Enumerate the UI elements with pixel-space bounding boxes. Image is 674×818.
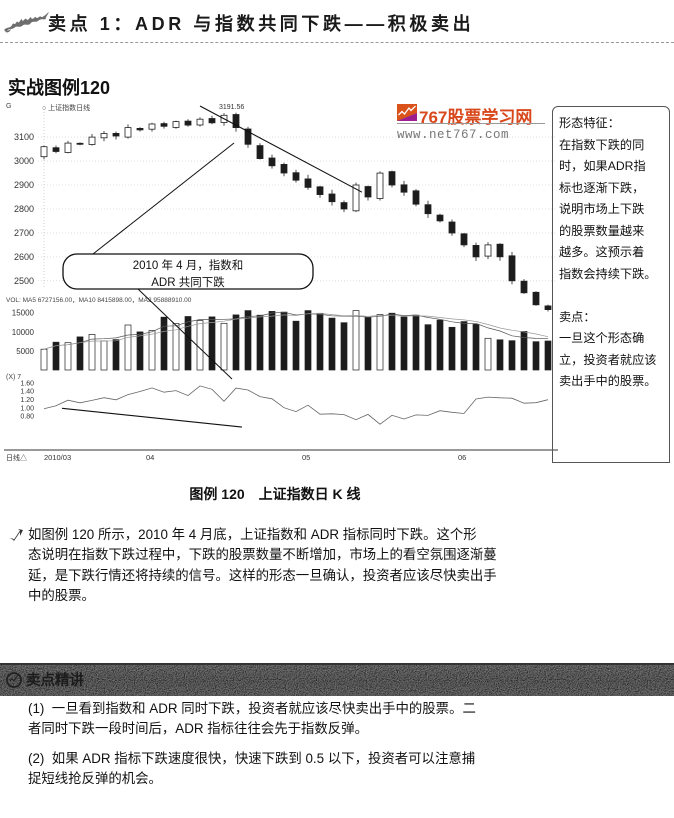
svg-text:ADR 共同下跌: ADR 共同下跌 <box>151 275 225 289</box>
svg-text:2500: 2500 <box>14 276 34 286</box>
svg-text:3191.56: 3191.56 <box>219 104 244 111</box>
svg-text:日线△: 日线△ <box>6 453 27 462</box>
svg-text:2800: 2800 <box>14 204 34 214</box>
svg-text:3000: 3000 <box>14 156 34 166</box>
svg-text:卖点精讲: 卖点精讲 <box>26 671 84 689</box>
svg-text:06: 06 <box>458 453 466 462</box>
svg-text:5000: 5000 <box>16 347 34 356</box>
svg-text:2600: 2600 <box>14 252 34 262</box>
svg-text:2700: 2700 <box>14 228 34 238</box>
svg-text:2900: 2900 <box>14 180 34 190</box>
svg-text:0.80: 0.80 <box>20 414 34 421</box>
svg-text:15000: 15000 <box>12 309 35 318</box>
svg-text:VOL: MA5 6727156.00，MA10 84158: VOL: MA5 6727156.00，MA10 8415898.00，MA2 … <box>6 297 192 304</box>
svg-text:04: 04 <box>146 453 154 462</box>
svg-text:1.40: 1.40 <box>20 389 34 396</box>
svg-text:G: G <box>6 103 11 110</box>
svg-text:1.00: 1.00 <box>20 405 34 412</box>
svg-text:1.20: 1.20 <box>20 397 34 404</box>
svg-text:1.60: 1.60 <box>20 380 34 387</box>
svg-text:2010/03: 2010/03 <box>44 453 71 462</box>
svg-text:3100: 3100 <box>14 132 34 142</box>
svg-text:(X) 7: (X) 7 <box>6 374 21 381</box>
svg-text:○ 上证指数日线: ○ 上证指数日线 <box>42 103 90 112</box>
svg-text:2010 年 4 月，指数和: 2010 年 4 月，指数和 <box>133 258 244 272</box>
svg-text:05: 05 <box>302 453 310 462</box>
svg-text:10000: 10000 <box>12 328 35 337</box>
